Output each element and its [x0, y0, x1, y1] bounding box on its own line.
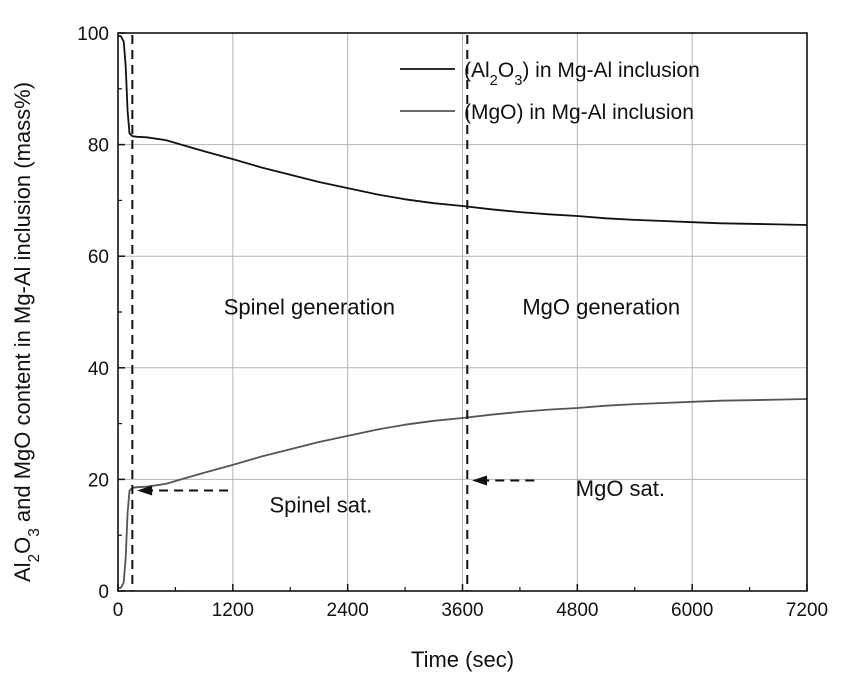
series-line-1 — [117, 34, 808, 226]
x-tick-label: 2400 — [327, 600, 369, 621]
x-tick-label: 0 — [113, 600, 124, 621]
x-tick-label: 4800 — [556, 600, 598, 621]
y-axis-title: Al2O3 and MgO content in Mg-Al inclusion… — [10, 82, 43, 582]
grid — [118, 33, 807, 591]
annotations: Spinel generation MgO generation Spinel sa… — [137, 294, 680, 518]
mgo-sat-arrow-head — [472, 475, 488, 486]
axis-ticks: 0 1200 2400 3600 4800 6000 7200 0 20 40 60 80 100 — [77, 24, 828, 621]
x-tick-label: 3600 — [441, 600, 483, 621]
y-tick-label: 0 — [98, 582, 109, 603]
x-axis-title: Time (sec) — [411, 647, 514, 672]
mgo-generation-label: MgO generation — [522, 294, 680, 319]
y-tick-label: 20 — [88, 470, 109, 491]
x-tick-label: 7200 — [786, 600, 828, 621]
series-lines — [117, 34, 808, 590]
marker-lines — [131, 35, 469, 591]
x-tick-label: 1200 — [212, 600, 254, 621]
y-tick-label: 40 — [88, 359, 109, 380]
y-tick-label: 80 — [88, 136, 109, 157]
legend-label-2: (MgO) in Mg-Al inclusion — [464, 101, 694, 124]
y-tick-label: 60 — [88, 247, 109, 268]
series-line-2 — [117, 398, 808, 590]
spinel-sat-label: Spinel sat. — [270, 493, 373, 518]
y-tick-label: 100 — [77, 24, 109, 45]
legend-label-1: (Al2O3) in Mg-Al inclusion — [464, 59, 700, 89]
mgo-sat-label: MgO sat. — [576, 476, 665, 501]
legend: (Al2O3) in Mg-Al inclusion (MgO) in Mg-Al… — [400, 59, 700, 124]
x-tick-label: 6000 — [671, 600, 713, 621]
spinel-sat-arrow-head — [137, 485, 153, 496]
spinel-generation-label: Spinel generation — [224, 294, 395, 319]
